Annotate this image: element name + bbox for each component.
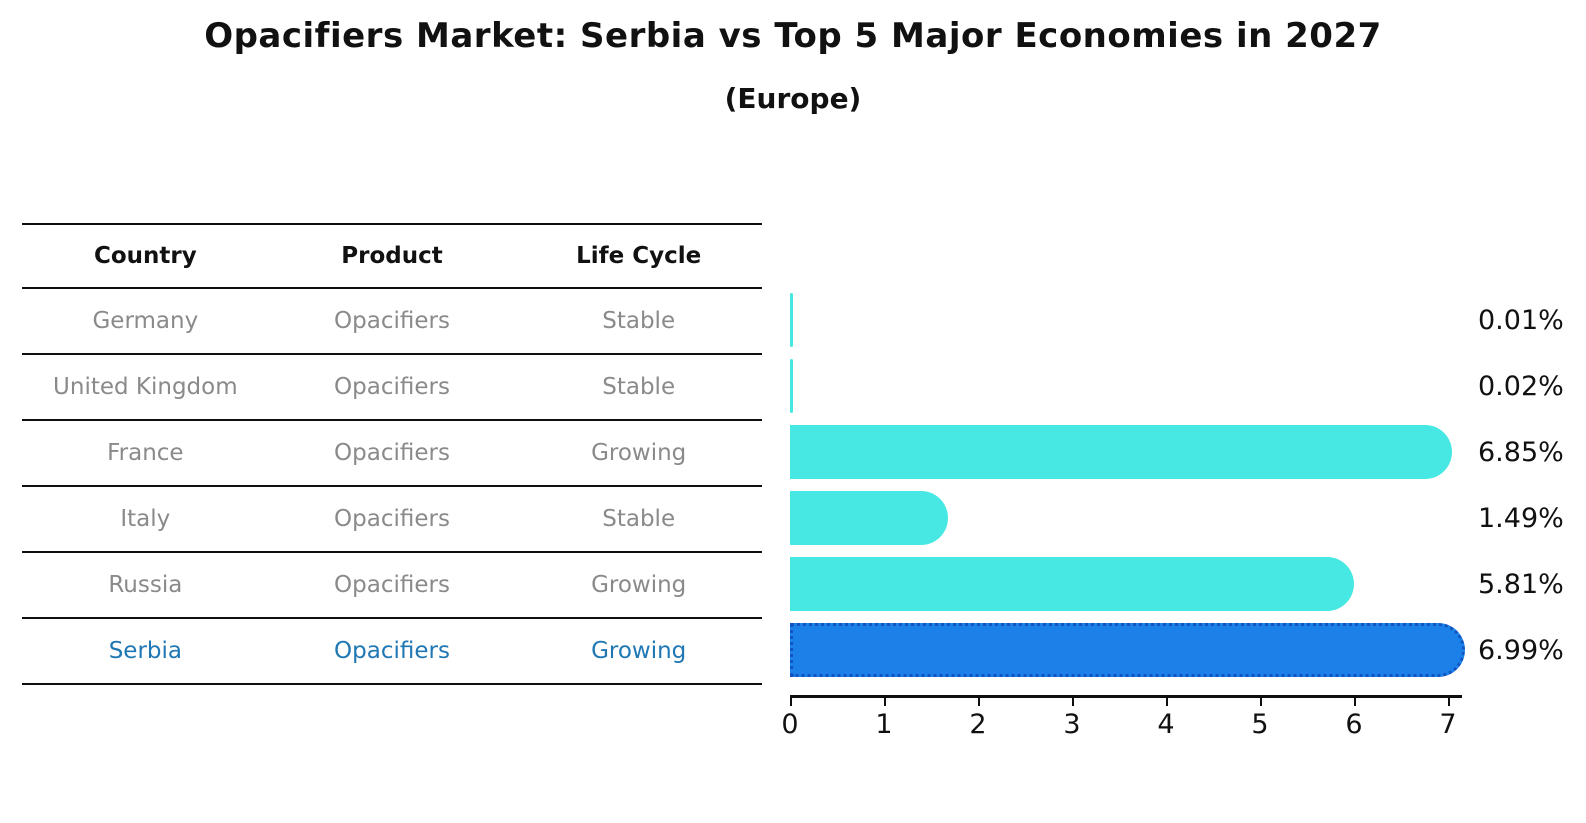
- bar-value-label: 5.81%: [1478, 568, 1564, 600]
- table-cell-life-cycle: Growing: [591, 440, 687, 466]
- x-tick-label: 3: [1063, 709, 1081, 740]
- table-row: United Kingdom Opacifiers Stable: [22, 355, 762, 421]
- bar-united-kingdom: [790, 359, 793, 413]
- table-row: Serbia Opacifiers Growing: [22, 619, 762, 685]
- table-row: France Opacifiers Growing: [22, 421, 762, 487]
- table-cell-country: Serbia: [108, 638, 182, 664]
- table-cell-life-cycle: Growing: [591, 572, 687, 598]
- table-cell-product: Opacifiers: [334, 308, 450, 334]
- x-axis-line: [790, 695, 1462, 698]
- bar-germany: [790, 293, 793, 347]
- table-cell-country: Italy: [120, 506, 171, 532]
- page-subtitle: (Europe): [724, 82, 862, 115]
- table-cell-country: United Kingdom: [53, 374, 238, 400]
- bar-row: 6.85%: [790, 419, 1564, 485]
- table-cell-product: Opacifiers: [334, 440, 450, 466]
- table-cell-product: Opacifiers: [334, 374, 450, 400]
- table-cell-life-cycle: Growing: [591, 638, 687, 664]
- table-cell-product: Opacifiers: [334, 638, 450, 664]
- x-tick-label: 4: [1157, 709, 1175, 740]
- bar-plot-area: 0.01% 0.02% 6.85% 1.49% 5.81% 6.99%: [790, 287, 1564, 683]
- bar-france: [790, 425, 1452, 479]
- table-cell-country: France: [107, 440, 184, 466]
- x-axis: 0 1 2 3 4 5 6 7: [781, 695, 1462, 755]
- table-row: Russia Opacifiers Growing: [22, 553, 762, 619]
- x-tick-label: 6: [1345, 709, 1363, 740]
- table-cell-life-cycle: Stable: [602, 506, 676, 532]
- page-title: Opacifiers Market: Serbia vs Top 5 Major…: [204, 16, 1382, 56]
- bar-value-label: 1.49%: [1478, 502, 1564, 534]
- bar-russia: [790, 557, 1354, 611]
- x-tick: [884, 698, 886, 706]
- x-tick: [1072, 698, 1074, 706]
- x-tick-label: 0: [781, 709, 799, 740]
- x-tick-label: 1: [875, 709, 893, 740]
- table-header-row: Country Product Life Cycle: [22, 225, 762, 289]
- x-tick-label: 2: [969, 709, 987, 740]
- table-cell-product: Opacifiers: [334, 572, 450, 598]
- country-table: Country Product Life Cycle Germany Opacif…: [22, 223, 762, 685]
- table-cell-life-cycle: Stable: [602, 308, 676, 334]
- x-tick-label: 5: [1251, 709, 1269, 740]
- country-table-body: Germany Opacifiers Stable United Kingdom Opa…: [22, 289, 762, 685]
- header-cell-life-cycle: Life Cycle: [576, 243, 702, 269]
- bar-row: 0.02%: [790, 353, 1564, 419]
- x-tick-label: 7: [1439, 709, 1457, 740]
- x-tick: [790, 698, 792, 706]
- bar-row: 0.01%: [790, 287, 1564, 353]
- bar-italy: [790, 491, 948, 545]
- x-tick: [978, 698, 980, 706]
- table-cell-product: Opacifiers: [334, 506, 450, 532]
- bar-row: 5.81%: [790, 551, 1564, 617]
- table-cell-life-cycle: Stable: [602, 374, 676, 400]
- table-row: Germany Opacifiers Stable: [22, 289, 762, 355]
- bar-serbia: [790, 623, 1465, 677]
- header-cell-country: Country: [93, 243, 197, 269]
- table-row: Italy Opacifiers Stable: [22, 487, 762, 553]
- bar-row: 1.49%: [790, 485, 1564, 551]
- x-tick: [1448, 698, 1450, 706]
- bar-value-label: 6.99%: [1478, 634, 1564, 666]
- bar-value-label: 6.85%: [1478, 436, 1564, 468]
- header-cell-product: Product: [341, 243, 443, 269]
- bar-value-label: 0.01%: [1478, 304, 1564, 336]
- x-tick: [1166, 698, 1168, 706]
- bar-row: 6.99%: [790, 617, 1564, 683]
- x-tick: [1260, 698, 1262, 706]
- x-tick: [1354, 698, 1356, 706]
- bar-value-label: 0.02%: [1478, 370, 1564, 402]
- table-cell-country: Germany: [92, 308, 199, 334]
- table-cell-country: Russia: [108, 572, 183, 598]
